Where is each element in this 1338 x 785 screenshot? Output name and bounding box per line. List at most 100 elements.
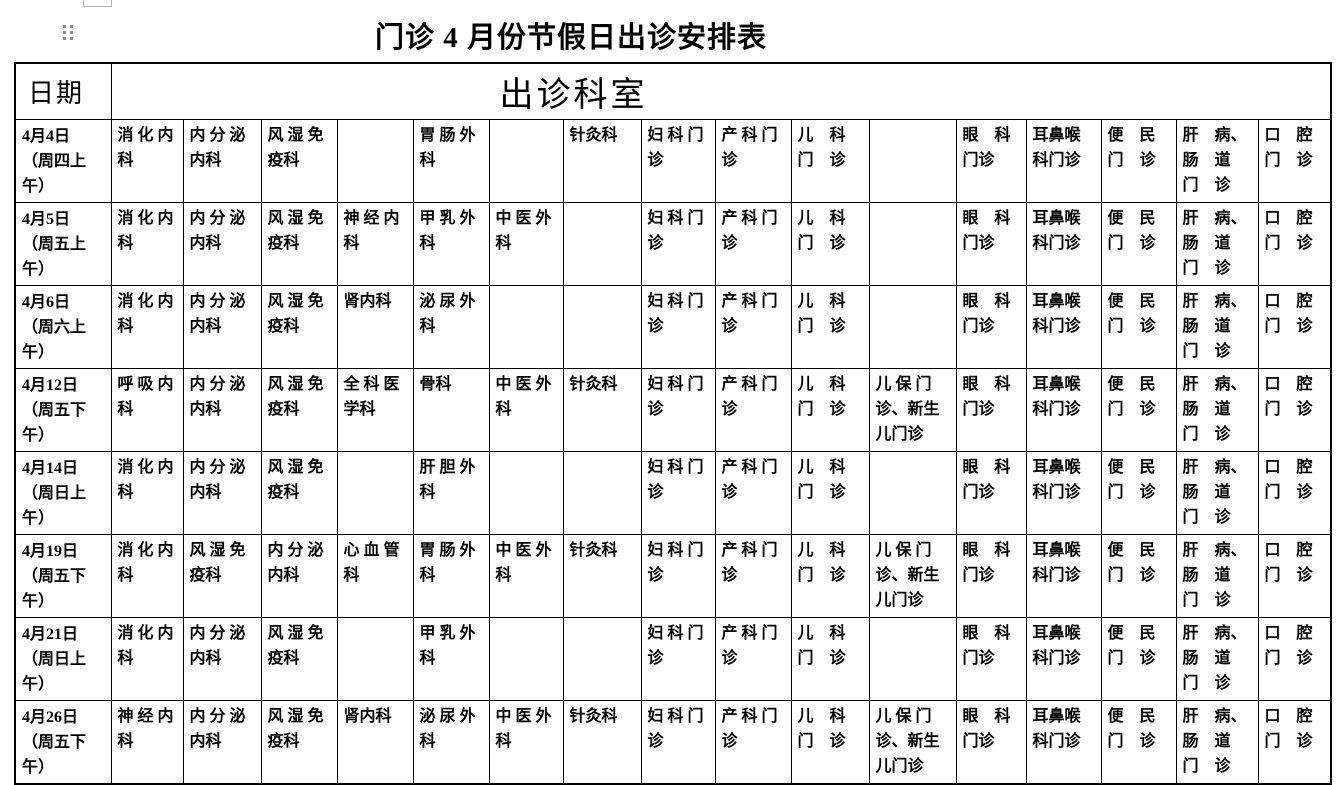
department-cell[interactable]: 肝 病、 肠 道 门 诊 (1175, 202, 1259, 286)
department-cell[interactable]: 耳鼻喉 科门诊 (1025, 202, 1102, 286)
department-cell[interactable]: 耳鼻喉 科门诊 (1025, 617, 1102, 701)
department-cell[interactable]: 儿 科 门 诊 (790, 534, 870, 618)
date-cell[interactable]: 4月19日 （周五下 午） (14, 534, 112, 618)
department-cell[interactable]: 产 科 门 诊 (714, 368, 792, 452)
empty-cell[interactable] (868, 451, 957, 535)
department-cell[interactable]: 内 分 泌 内科 (182, 700, 262, 785)
department-cell[interactable]: 便 民 门 诊 (1100, 534, 1177, 618)
department-cell[interactable]: 妇 科 门 诊 (640, 617, 716, 701)
department-cell[interactable]: 内 分 泌 内科 (182, 617, 262, 701)
department-cell[interactable]: 内 分 泌 内科 (182, 368, 262, 452)
department-cell[interactable]: 消 化 内 科 (110, 617, 184, 701)
department-cell[interactable]: 针灸科 (562, 700, 642, 785)
department-cell[interactable]: 便 民 门 诊 (1100, 451, 1177, 535)
department-cell[interactable]: 产 科 门 诊 (714, 700, 792, 785)
departments-column-header[interactable]: 出诊科室 (110, 62, 1332, 120)
empty-cell[interactable] (562, 617, 642, 701)
department-cell[interactable]: 消 化 内 科 (110, 285, 184, 369)
empty-cell[interactable] (336, 451, 414, 535)
empty-cell[interactable] (488, 617, 564, 701)
department-cell[interactable]: 眼 科 门诊 (955, 617, 1027, 701)
date-cell[interactable]: 4月12日 （周五下 午） (14, 368, 112, 452)
department-cell[interactable]: 便 民 门 诊 (1100, 700, 1177, 785)
department-cell[interactable]: 儿 科 门 诊 (790, 451, 870, 535)
empty-cell[interactable] (868, 617, 957, 701)
department-cell[interactable]: 神 经 内 科 (110, 700, 184, 785)
department-cell[interactable]: 针灸科 (562, 534, 642, 618)
empty-cell[interactable] (562, 451, 642, 535)
empty-cell[interactable] (868, 285, 957, 369)
department-cell[interactable]: 风 湿 免 疫科 (260, 617, 338, 701)
department-cell[interactable]: 肾内科 (336, 285, 414, 369)
department-cell[interactable]: 风 湿 免 疫科 (182, 534, 262, 618)
department-cell[interactable]: 胃 肠 外 科 (412, 119, 490, 203)
department-cell[interactable]: 肝 病、 肠 道 门 诊 (1175, 119, 1259, 203)
department-cell[interactable]: 甲 乳 外 科 (412, 202, 490, 286)
department-cell[interactable]: 呼 吸 内 科 (110, 368, 184, 452)
department-cell[interactable]: 内 分 泌 内科 (182, 285, 262, 369)
empty-cell[interactable] (562, 202, 642, 286)
department-cell[interactable]: 中 医 外 科 (488, 534, 564, 618)
department-cell[interactable]: 便 民 门 诊 (1100, 285, 1177, 369)
department-cell[interactable]: 眼 科 门诊 (955, 285, 1027, 369)
department-cell[interactable]: 耳鼻喉 科门诊 (1025, 285, 1102, 369)
department-cell[interactable]: 消 化 内 科 (110, 202, 184, 286)
department-cell[interactable]: 内 分 泌 内科 (182, 202, 262, 286)
department-cell[interactable]: 口 腔 门 诊 (1257, 119, 1332, 203)
department-cell[interactable]: 眼 科 门诊 (955, 451, 1027, 535)
department-cell[interactable]: 内 分 泌 内科 (182, 451, 262, 535)
department-cell[interactable]: 产 科 门 诊 (714, 285, 792, 369)
department-cell[interactable]: 中 医 外 科 (488, 700, 564, 785)
department-cell[interactable]: 耳鼻喉 科门诊 (1025, 700, 1102, 785)
department-cell[interactable]: 儿 科 门 诊 (790, 285, 870, 369)
department-cell[interactable]: 风 湿 免 疫科 (260, 368, 338, 452)
department-cell[interactable]: 肝 病、 肠 道 门 诊 (1175, 451, 1259, 535)
department-cell[interactable]: 儿 保 门 诊、新生 儿门诊 (868, 534, 957, 618)
department-cell[interactable]: 胃 肠 外 科 (412, 534, 490, 618)
department-cell[interactable]: 风 湿 免 疫科 (260, 119, 338, 203)
department-cell[interactable]: 眼 科 门诊 (955, 119, 1027, 203)
department-cell[interactable]: 儿 科 门 诊 (790, 119, 870, 203)
department-cell[interactable]: 全 科 医 学科 (336, 368, 414, 452)
date-cell[interactable]: 4月21日 （周日上 午） (14, 617, 112, 701)
department-cell[interactable]: 心 血 管 科 (336, 534, 414, 618)
department-cell[interactable]: 口 腔 门 诊 (1257, 534, 1332, 618)
department-cell[interactable]: 妇 科 门 诊 (640, 451, 716, 535)
empty-cell[interactable] (336, 617, 414, 701)
department-cell[interactable]: 儿 科 门 诊 (790, 700, 870, 785)
empty-cell[interactable] (868, 202, 957, 286)
department-cell[interactable]: 儿 科 门 诊 (790, 202, 870, 286)
department-cell[interactable]: 儿 科 门 诊 (790, 368, 870, 452)
department-cell[interactable]: 肝 病、 肠 道 门 诊 (1175, 617, 1259, 701)
department-cell[interactable]: 便 民 门 诊 (1100, 617, 1177, 701)
department-cell[interactable]: 骨科 (412, 368, 490, 452)
department-cell[interactable]: 中 医 外 科 (488, 202, 564, 286)
department-cell[interactable]: 儿 保 门 诊、新生 儿门诊 (868, 368, 957, 452)
department-cell[interactable]: 肾内科 (336, 700, 414, 785)
department-cell[interactable]: 肝 病、 肠 道 门 诊 (1175, 368, 1259, 452)
department-cell[interactable]: 消 化 内 科 (110, 534, 184, 618)
empty-cell[interactable] (488, 451, 564, 535)
page-title[interactable]: 门诊 4 月份节假日出诊安排表 (374, 22, 767, 54)
department-cell[interactable]: 泌 尿 外 科 (412, 285, 490, 369)
empty-cell[interactable] (868, 119, 957, 203)
department-cell[interactable]: 消 化 内 科 (110, 119, 184, 203)
department-cell[interactable]: 针灸科 (562, 368, 642, 452)
department-cell[interactable]: 眼 科 门诊 (955, 534, 1027, 618)
department-cell[interactable]: 消 化 内 科 (110, 451, 184, 535)
department-cell[interactable]: 口 腔 门 诊 (1257, 285, 1332, 369)
date-cell[interactable]: 4月26日 （周五下 午） (14, 700, 112, 785)
department-cell[interactable]: 风 湿 免 疫科 (260, 700, 338, 785)
department-cell[interactable]: 口 腔 门 诊 (1257, 700, 1332, 785)
department-cell[interactable]: 口 腔 门 诊 (1257, 368, 1332, 452)
department-cell[interactable]: 口 腔 门 诊 (1257, 451, 1332, 535)
department-cell[interactable]: 妇 科 门 诊 (640, 368, 716, 452)
department-cell[interactable]: 产 科 门 诊 (714, 202, 792, 286)
department-cell[interactable]: 妇 科 门 诊 (640, 202, 716, 286)
department-cell[interactable]: 口 腔 门 诊 (1257, 617, 1332, 701)
department-cell[interactable]: 肝 病、 肠 道 门 诊 (1175, 534, 1259, 618)
table-drag-handle-icon[interactable] (63, 25, 75, 41)
department-cell[interactable]: 甲 乳 外 科 (412, 617, 490, 701)
department-cell[interactable]: 风 湿 免 疫科 (260, 202, 338, 286)
empty-cell[interactable] (488, 285, 564, 369)
